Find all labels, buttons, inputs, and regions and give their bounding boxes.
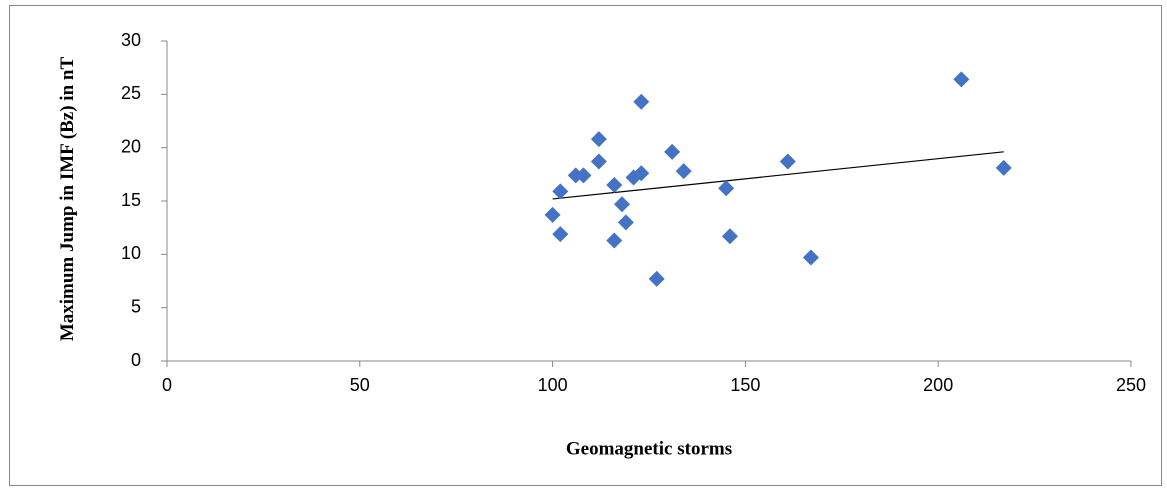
point (995, 159, 1012, 176)
point (590, 153, 607, 170)
point (590, 131, 607, 148)
point (633, 93, 650, 110)
point (606, 177, 623, 193)
x-tick-label: 250 (1116, 375, 1146, 395)
y-tick-label: 5 (131, 296, 141, 316)
point (721, 228, 738, 245)
point (575, 167, 592, 184)
x-tick-label: 50 (350, 375, 370, 395)
point (544, 206, 561, 223)
y-tick-label: 0 (131, 350, 141, 370)
point (648, 270, 665, 287)
x-tick-label: 0 (162, 375, 172, 395)
y-tick-label: 10 (121, 243, 141, 263)
point (614, 196, 631, 213)
point (779, 153, 796, 170)
point (718, 180, 735, 197)
y-tick-label: 20 (121, 136, 141, 156)
y-axis-title: Maximum Jump in IMF (Bz) in nT (57, 56, 78, 342)
point (552, 183, 569, 200)
y-tick-label: 30 (121, 30, 141, 50)
x-axis-title: Geomagnetic storms (566, 438, 732, 459)
point (675, 163, 692, 180)
point (552, 226, 569, 243)
x-tick-label: 100 (538, 375, 568, 395)
point (802, 249, 819, 266)
chart-frame (9, 5, 1162, 486)
y-tick-label: 25 (121, 83, 141, 103)
point (633, 165, 650, 182)
point (617, 214, 634, 231)
x-tick-label: 150 (730, 375, 760, 395)
point (953, 71, 970, 88)
trendline (552, 151, 1004, 200)
y-tick-label: 15 (121, 190, 141, 210)
point (606, 232, 623, 249)
point (664, 143, 681, 160)
x-tick-label: 200 (923, 375, 953, 395)
